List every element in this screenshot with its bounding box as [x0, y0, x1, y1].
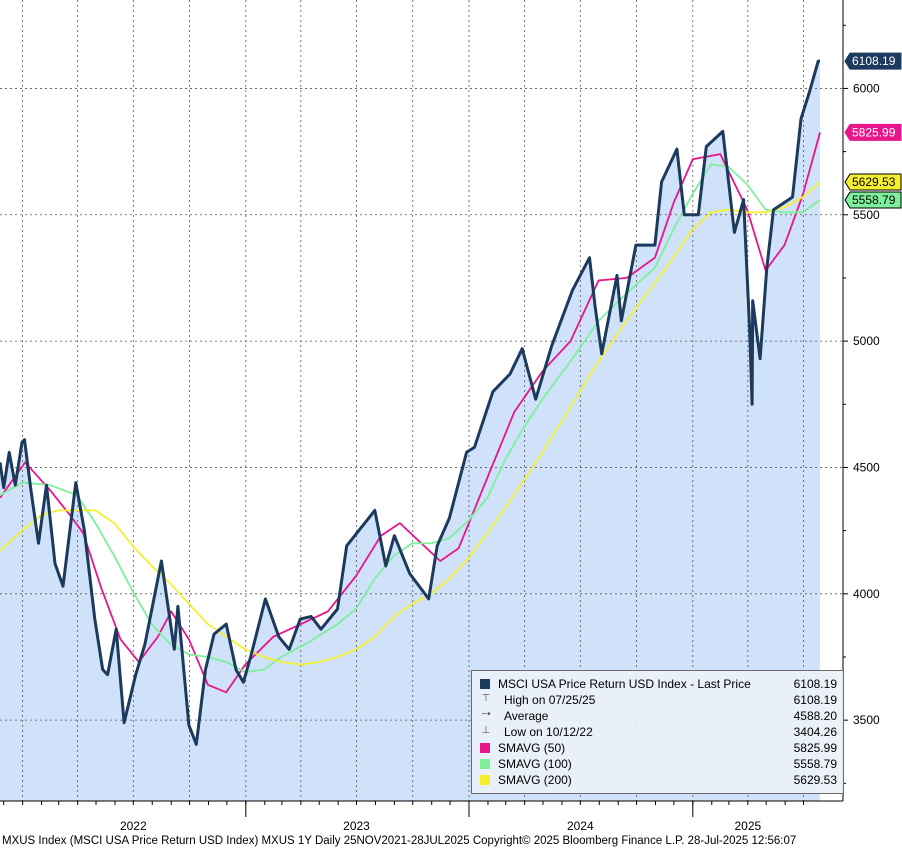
legend-row-sma100: SMAVG (100) 5558.79 [478, 757, 837, 772]
series-line-smavg-50- [0, 132, 821, 694]
series-line-price [0, 59, 820, 746]
series-line-smavg-100- [0, 163, 821, 674]
legend-row-sma200: SMAVG (200) 5629.53 [478, 773, 837, 788]
legend-row-high: ⊤ High on 07/25/25 6108.19 [478, 693, 837, 708]
legend-value: 6108.19 [793, 693, 837, 707]
y-tick-label: 5500 [853, 208, 880, 222]
y-tick-label: 3500 [853, 713, 880, 727]
last-value-badge: 6108.19 [844, 52, 902, 70]
legend-value: 3404.26 [793, 725, 837, 739]
last-value-badge: 5825.99 [844, 123, 902, 141]
moving-average-layer [0, 132, 821, 694]
series-square-icon [480, 679, 490, 689]
low-marker-icon: ⊥ [481, 725, 491, 736]
y-tick-label: 4000 [853, 587, 880, 601]
legend-value: 5629.53 [793, 773, 837, 787]
badge-shape [844, 173, 902, 191]
series-square-icon [480, 775, 490, 785]
last-value-badges: 6108.19 5825.99 5629.53 5558.79 [844, 52, 902, 209]
series-line-smavg-200- [0, 181, 821, 666]
legend-label: MSCI USA Price Return USD Index - Last P… [498, 677, 751, 691]
axis-layer: 3500 4000 4500 5000 5500 6000 2022 2023 2024 2025 [0, 0, 880, 833]
legend-row-price: MSCI USA Price Return USD Index - Last P… [478, 677, 837, 692]
legend-label: Low on 10/12/22 [504, 725, 593, 739]
legend-label: SMAVG (200) [498, 773, 572, 787]
footer-caption: MXUS Index (MSCI USA Price Return USD In… [2, 835, 797, 847]
price-area-layer [0, 61, 820, 802]
average-marker-icon: −• [481, 709, 491, 720]
badge-value: 6108.19 [852, 54, 896, 68]
high-marker-icon: ⊤ [481, 693, 491, 704]
legend: MSCI USA Price Return USD Index - Last P… [471, 670, 844, 794]
badge-value: 5558.79 [852, 193, 896, 207]
legend-value: 4588.20 [793, 709, 837, 723]
badge-value: 5825.99 [852, 125, 896, 139]
legend-label: SMAVG (50) [498, 741, 566, 755]
legend-label: Average [504, 709, 549, 723]
legend-label: SMAVG (100) [498, 757, 572, 771]
legend-value: 5825.99 [793, 741, 837, 755]
y-tick-label: 6000 [853, 81, 880, 95]
y-tick-label: 4500 [853, 460, 880, 474]
badge-shape [844, 52, 902, 70]
price-line-layer [0, 59, 820, 746]
legend-label: High on 07/25/25 [504, 693, 596, 707]
legend-row-low: ⊥ Low on 10/12/22 3404.26 [478, 725, 837, 740]
badge-value: 5629.53 [852, 175, 896, 189]
x-tick-label: 2023 [343, 819, 370, 833]
badge-shape [844, 123, 902, 141]
x-tick-label: 2022 [120, 819, 147, 833]
last-value-badge: 5558.79 [844, 191, 902, 209]
legend-row-sma50: SMAVG (50) 5825.99 [478, 741, 837, 756]
price-area [0, 61, 820, 802]
badge-shape [844, 191, 902, 209]
legend-value: 6108.19 [793, 677, 837, 691]
series-square-icon [480, 759, 490, 769]
x-tick-label: 2024 [567, 819, 594, 833]
y-tick-label: 5000 [853, 334, 880, 348]
series-square-icon [480, 743, 490, 753]
grid-layer [0, 0, 843, 801]
x-tick-label: 2025 [734, 819, 761, 833]
legend-row-average: −• Average 4588.20 [478, 709, 837, 724]
legend-value: 5558.79 [793, 757, 837, 771]
last-value-badge: 5629.53 [844, 173, 902, 191]
